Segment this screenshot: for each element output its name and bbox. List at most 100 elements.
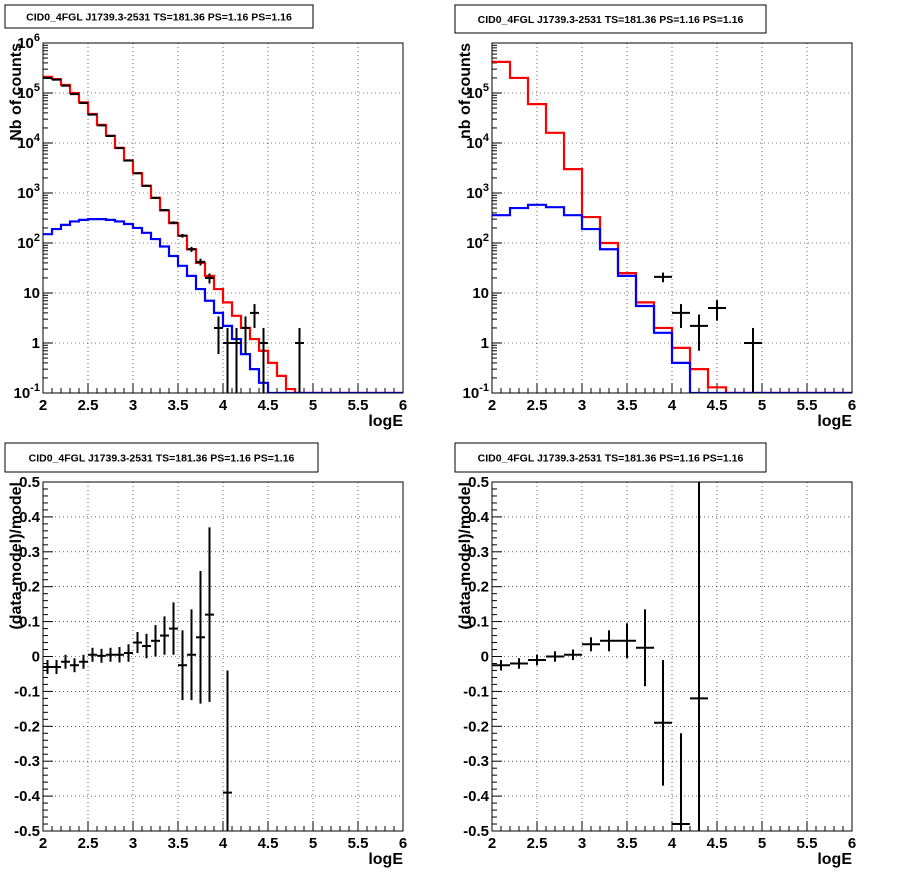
panel-1: CID0_4FGL J1739.3-2531 TS=181.36 PS=1.16…	[5, 5, 407, 430]
x-axis-label: logE	[368, 413, 403, 430]
data-point	[151, 197, 160, 199]
data-point	[142, 634, 151, 658]
y-tick-label: -0.3	[14, 753, 40, 770]
data-point	[124, 160, 133, 161]
x-tick-label: 5	[758, 397, 766, 414]
y-tick-label: 103	[466, 182, 489, 202]
data-point	[169, 221, 178, 224]
data-point	[196, 259, 205, 266]
y-tick-label: 10-1	[463, 382, 489, 402]
y-tick-label: -0.1	[463, 683, 489, 700]
x-tick-label: 3	[129, 397, 137, 414]
data-point	[142, 185, 151, 186]
x-tick-label: 3.5	[168, 397, 189, 414]
y-tick-label: -0.5	[14, 823, 40, 840]
data-point	[70, 658, 79, 672]
data-point	[61, 655, 70, 669]
x-tick-label: 4	[668, 397, 677, 414]
x-tick-label: 4.5	[258, 835, 279, 852]
y-tick-label: -0.4	[14, 788, 41, 805]
x-tick-label: 2.5	[527, 835, 548, 852]
x-tick-label: 2.5	[527, 397, 548, 414]
x-tick-label: 2	[488, 397, 496, 414]
y-tick-label: 10-1	[14, 382, 40, 402]
data-point	[582, 637, 600, 651]
x-tick-label: 2.5	[78, 835, 99, 852]
x-tick-label: 2	[39, 397, 47, 414]
y-axis-label: (data-model)/model	[8, 482, 25, 630]
x-tick-label: 2.5	[78, 397, 99, 414]
data-point	[151, 625, 160, 656]
x-axis-label: logE	[817, 413, 852, 430]
data-point	[223, 328, 232, 393]
x-tick-label: 4.5	[707, 397, 728, 414]
data-point	[214, 316, 223, 354]
data-point	[654, 660, 672, 786]
x-tick-label: 3.5	[617, 835, 638, 852]
data-point	[124, 644, 133, 661]
y-tick-label: -0.2	[463, 718, 489, 735]
data-point	[106, 648, 115, 662]
y-axis-label: nb of counts	[457, 43, 474, 139]
grid	[43, 43, 403, 393]
plot-area	[43, 527, 232, 831]
x-tick-label: 2	[39, 835, 47, 852]
data-point	[133, 173, 142, 174]
x-tick-label: 5	[309, 397, 317, 414]
model-source-line	[43, 219, 403, 393]
y-tick-label: -0.4	[463, 788, 490, 805]
x-axis-label: logE	[368, 851, 403, 868]
panel-4: CID0_4FGL J1739.3-2531 TS=181.36 PS=1.16…	[455, 443, 856, 868]
y-tick-label: 102	[466, 232, 489, 252]
data-point	[690, 315, 708, 351]
data-point	[97, 649, 106, 663]
x-tick-label: 5.5	[797, 397, 818, 414]
data-point	[133, 632, 142, 653]
y-tick-label: -0.1	[14, 683, 40, 700]
x-tick-label: 3.5	[617, 397, 638, 414]
y-tick-label: 0	[32, 649, 40, 666]
data-point	[178, 234, 187, 238]
data-point	[196, 571, 205, 704]
y-tick-label: 10	[472, 285, 489, 302]
data-point	[43, 660, 52, 674]
data-point	[178, 630, 187, 700]
x-tick-label: 3	[129, 835, 137, 852]
data-points	[43, 78, 304, 393]
x-tick-label: 4	[668, 835, 677, 852]
data-point	[546, 651, 564, 661]
data-point	[618, 623, 636, 658]
data-point	[636, 609, 654, 686]
data-point	[295, 328, 304, 393]
data-point	[79, 655, 88, 669]
x-tick-label: 6	[399, 835, 407, 852]
x-axis-label: logE	[817, 851, 852, 868]
panel-2: CID0_4FGL J1739.3-2531 TS=181.36 PS=1.16…	[455, 5, 856, 430]
x-tick-label: 5.5	[348, 835, 369, 852]
x-tick-label: 5	[758, 835, 766, 852]
x-tick-label: 4	[219, 835, 228, 852]
x-tick-label: 2	[488, 835, 496, 852]
data-point	[672, 733, 690, 831]
model-source-line	[492, 205, 852, 393]
x-tick-label: 3	[578, 835, 586, 852]
y-tick-label: 1	[32, 335, 40, 352]
x-tick-label: 4.5	[258, 397, 279, 414]
data-point	[564, 650, 582, 660]
x-tick-label: 5.5	[797, 835, 818, 852]
x-tick-label: 6	[848, 397, 856, 414]
data-point	[187, 609, 196, 700]
data-point	[115, 647, 124, 662]
data-point	[528, 655, 546, 665]
panel-title: CID0_4FGL J1739.3-2531 TS=181.36 PS=1.16…	[478, 14, 744, 26]
panel-title: CID0_4FGL J1739.3-2531 TS=181.36 PS=1.16…	[29, 453, 295, 465]
y-tick-label: 0	[481, 649, 489, 666]
data-point	[654, 273, 672, 283]
data-point	[187, 247, 196, 252]
panel-title: CID0_4FGL J1739.3-2531 TS=181.36 PS=1.16…	[26, 12, 292, 24]
data-point	[241, 316, 250, 354]
data-point	[492, 660, 510, 670]
data-point	[223, 670, 232, 831]
data-point	[708, 300, 726, 321]
data-point	[52, 660, 61, 674]
